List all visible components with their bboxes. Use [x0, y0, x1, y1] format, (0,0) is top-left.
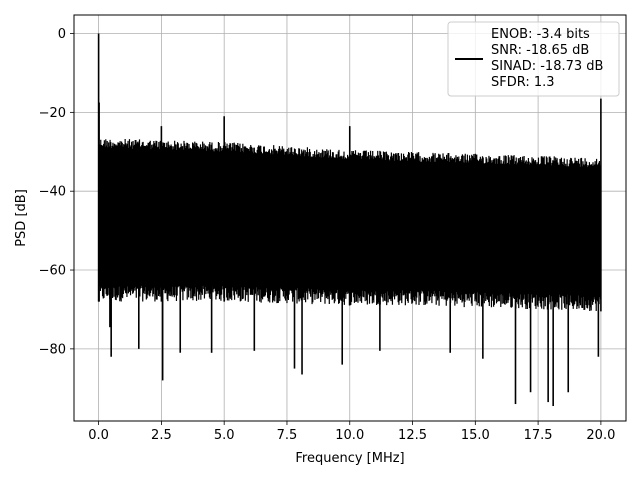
axis-ticks: 0.0 2.5 5.0 7.5 10.0 12.5 15.0 17.5 20.0 0 −20 −40 −… [39, 27, 616, 443]
x-tick-label: 12.5 [398, 428, 427, 443]
y-tick-label: −60 [39, 264, 66, 279]
y-tick-label: −20 [39, 106, 66, 121]
x-axis-label: Frequency [MHz] [295, 451, 404, 466]
legend-sfdr: SFDR: 1.3 [491, 75, 555, 90]
legend-sinad: SINAD: -18.73 dB [491, 59, 603, 74]
x-tick-label: 5.0 [214, 428, 235, 443]
legend-snr: SNR: -18.65 dB [491, 43, 589, 58]
x-tick-label: 10.0 [335, 428, 364, 443]
psd-series [97, 33, 602, 407]
legend: ENOB: -3.4 bits SNR: -18.65 dB SINAD: -1… [447, 21, 620, 97]
x-tick-label: 15.0 [461, 428, 490, 443]
x-tick-label: 17.5 [524, 428, 553, 443]
x-tick-label: 7.5 [277, 428, 298, 443]
x-tick-label: 20.0 [586, 428, 615, 443]
x-tick-label: 0.0 [88, 428, 109, 443]
legend-box [447, 21, 620, 97]
y-tick-label: 0 [58, 27, 66, 42]
x-tick-label: 2.5 [151, 428, 172, 443]
y-tick-label: −40 [39, 185, 66, 200]
y-tick-label: −80 [39, 342, 66, 357]
legend-enob: ENOB: -3.4 bits [491, 27, 590, 42]
y-axis-label: PSD [dB] [14, 189, 29, 247]
